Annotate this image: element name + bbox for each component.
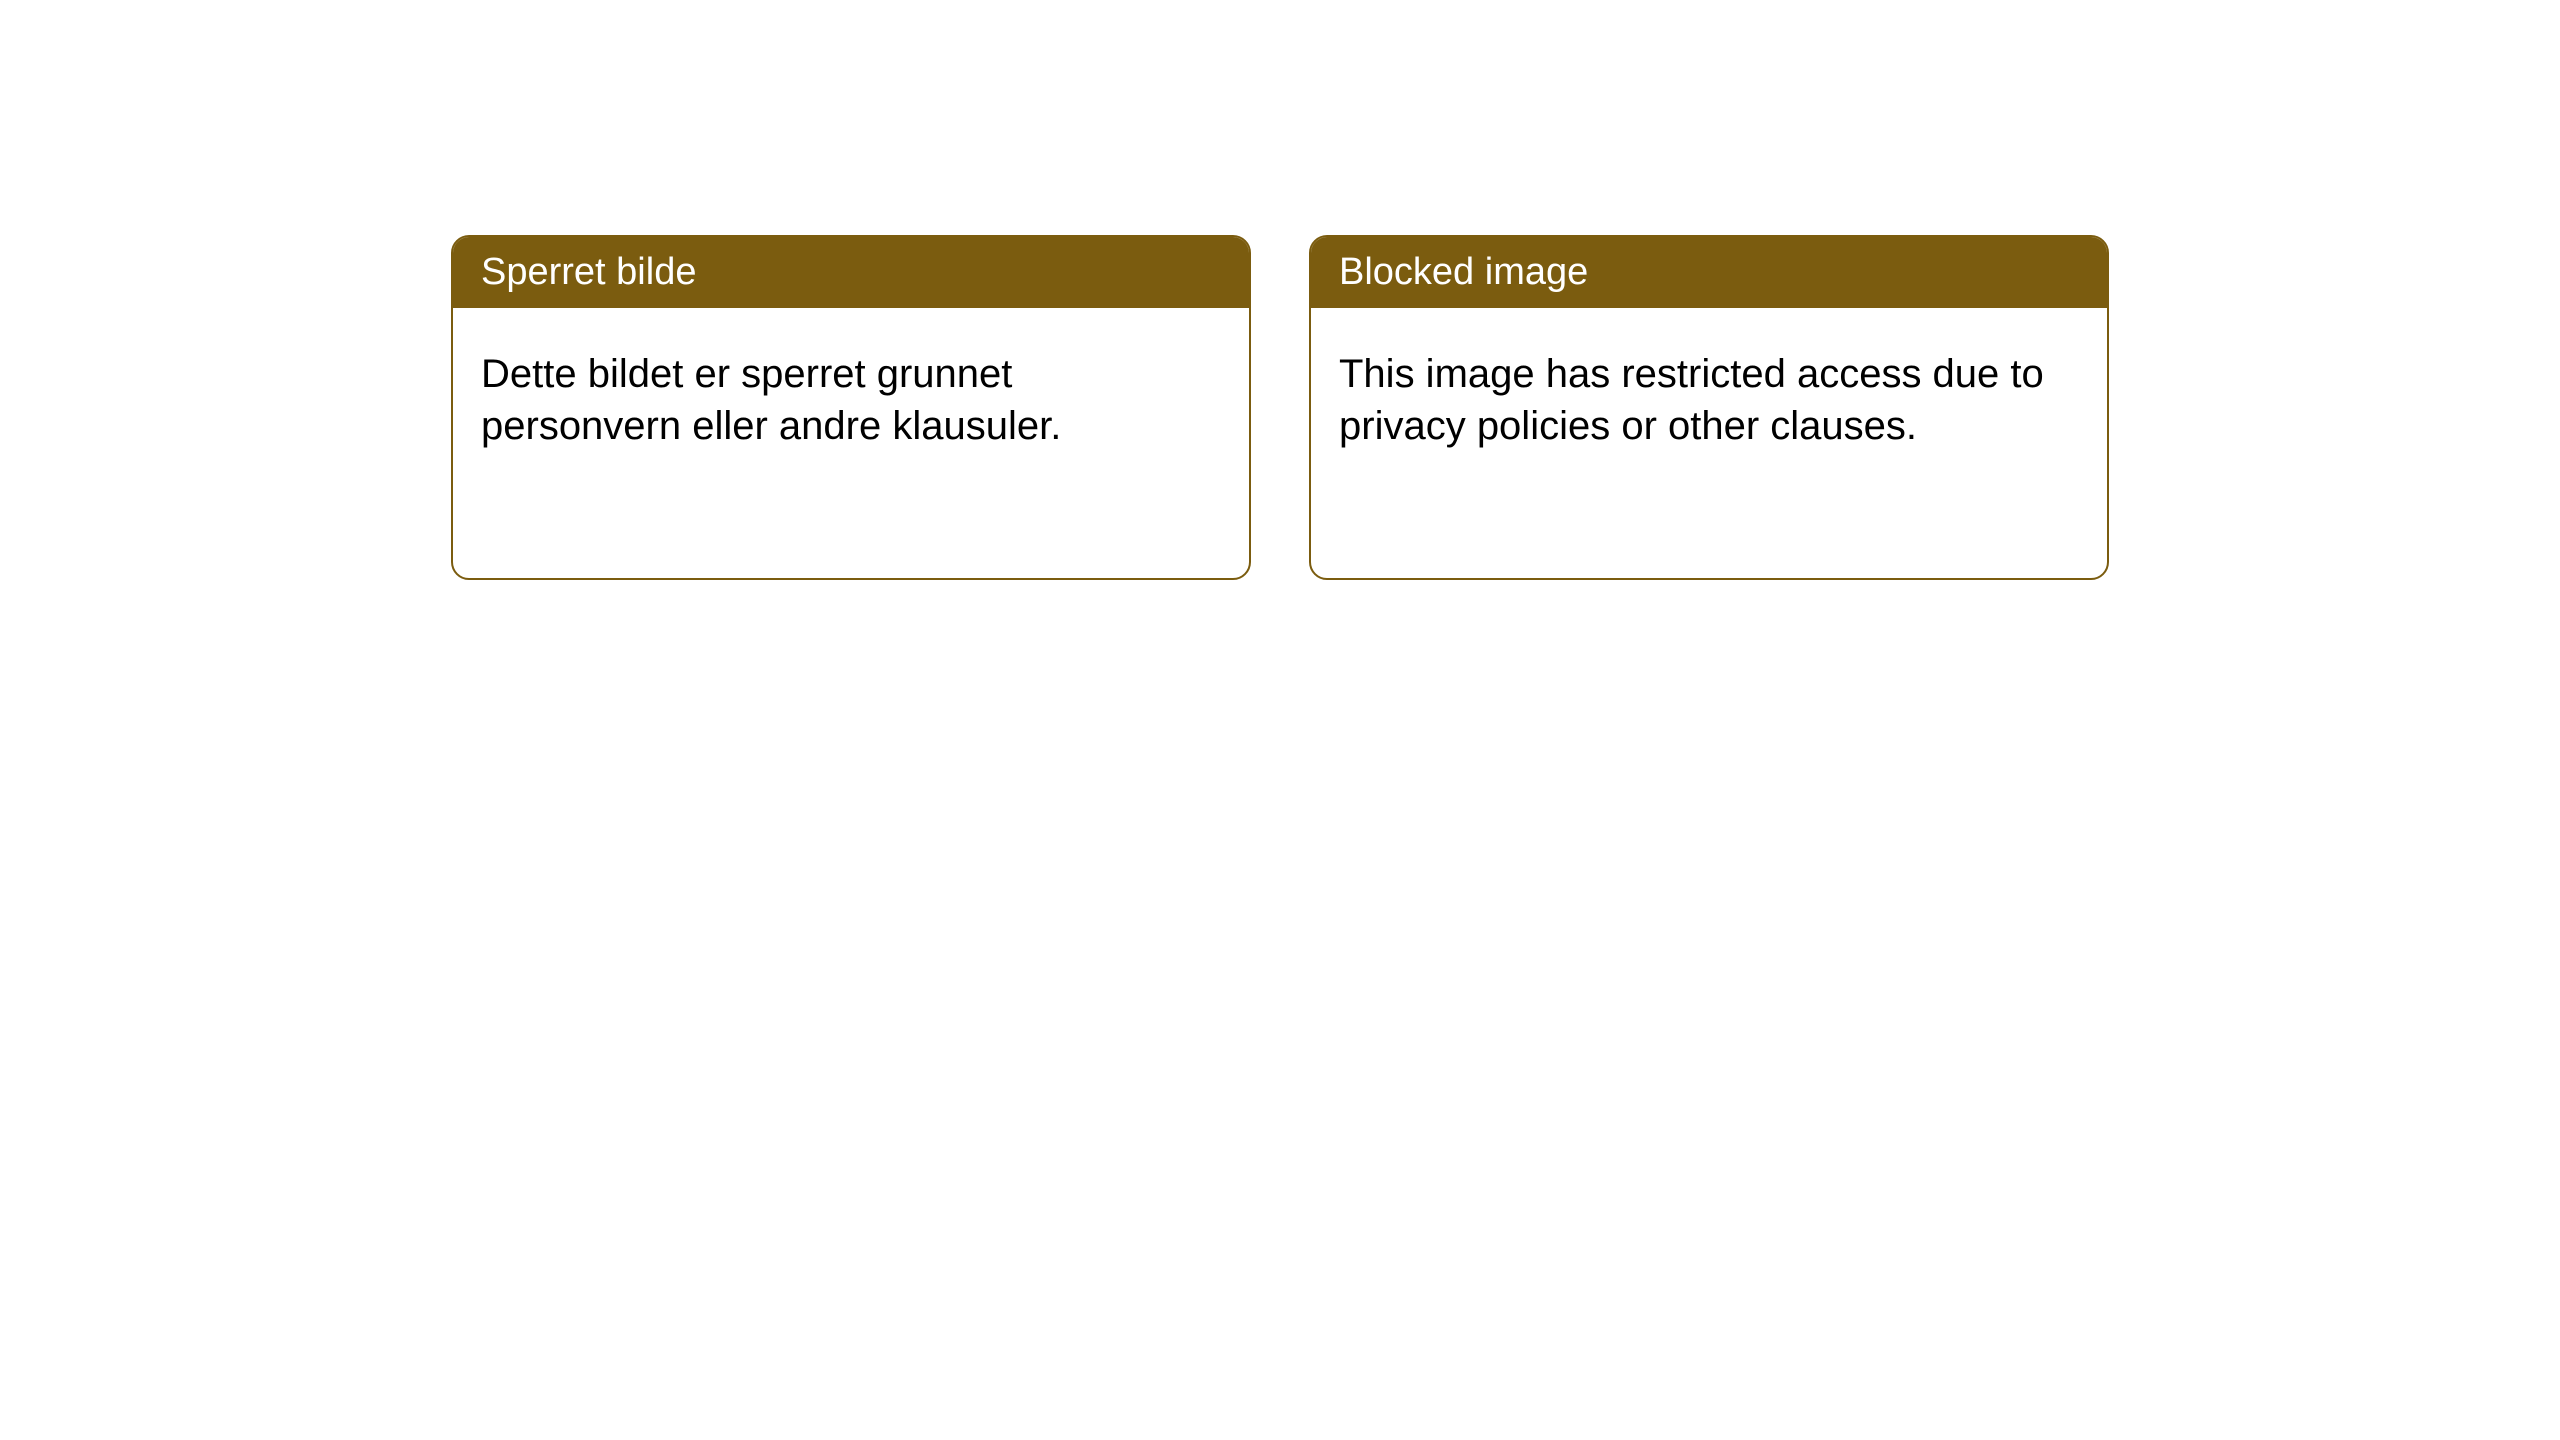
card-header: Blocked image	[1311, 237, 2107, 308]
notice-cards-container: Sperret bilde Dette bildet er sperret gr…	[0, 235, 2560, 580]
card-body-text: Dette bildet er sperret grunnet personve…	[481, 352, 1061, 448]
card-header: Sperret bilde	[453, 237, 1249, 308]
card-body: Dette bildet er sperret grunnet personve…	[453, 308, 1249, 578]
card-body: This image has restricted access due to …	[1311, 308, 2107, 578]
card-title: Sperret bilde	[481, 251, 696, 293]
notice-card-norwegian: Sperret bilde Dette bildet er sperret gr…	[451, 235, 1251, 580]
card-body-text: This image has restricted access due to …	[1339, 352, 2044, 448]
card-title: Blocked image	[1339, 251, 1588, 293]
notice-card-english: Blocked image This image has restricted …	[1309, 235, 2109, 580]
